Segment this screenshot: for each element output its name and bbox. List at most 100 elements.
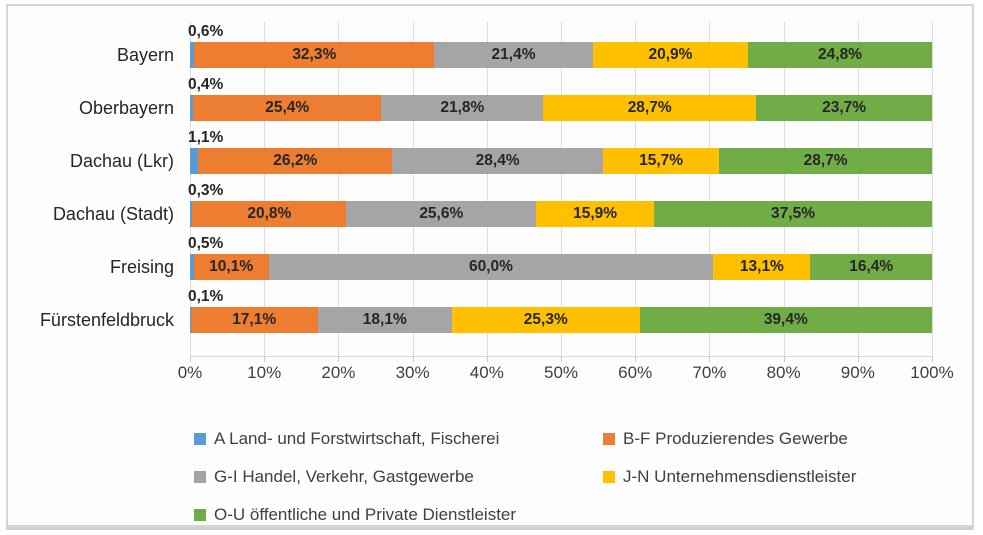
first-segment-value-label: 1,1%: [188, 129, 224, 146]
x-axis-tick-label: 0%: [177, 363, 203, 382]
axis-tick: [264, 356, 266, 362]
segment-value-label: 17,1%: [232, 311, 277, 328]
bar-segment: [190, 95, 193, 121]
gridline: [709, 22, 711, 356]
axis-tick: [635, 356, 637, 362]
segment-value-label: 16,4%: [849, 258, 894, 275]
plot-area: Bayern 0,6% 32,3% 21,4% 20,9% 24,8% Oberbayern…: [40, 22, 933, 362]
bar-segment: [190, 42, 195, 68]
bar-segment: 21,8%: [381, 95, 544, 121]
bar-row: Bayern 0,6% 32,3% 21,4% 20,9% 24,8%: [117, 23, 932, 68]
axis-tick: [412, 356, 414, 362]
segment-value-label: 15,7%: [639, 152, 684, 169]
legend-item: O-U öffentliche und Private Dienstleiste…: [194, 504, 603, 525]
x-axis-tick-label: 80%: [766, 363, 801, 382]
bar-row: Oberbayern 0,4% 25,4% 21,8% 28,7% 23,7%: [79, 76, 932, 121]
segment-value-label: 25,6%: [419, 205, 464, 222]
legend-item: A Land- und Forstwirtschaft, Fischerei: [194, 428, 603, 449]
segment-value-label: 32,3%: [292, 46, 337, 63]
segment-value-label: 39,4%: [763, 311, 808, 328]
segment-value-label: 24,8%: [818, 46, 862, 63]
gridline: [561, 22, 562, 356]
gridline: [932, 22, 933, 356]
segment-value-label: 28,4%: [475, 152, 520, 169]
first-segment-value-label: 0,3%: [188, 182, 224, 199]
bar-segment: 21,4%: [434, 42, 593, 68]
x-axis: 0% 10% 20% 30% 40% 50% 60% 70% 80% 90% 100%: [178, 363, 954, 385]
stacked-bar: 10,1% 60,0% 13,1% 16,4%: [190, 254, 932, 280]
stacked-bar: 20,8% 25,6% 15,9% 37,5%: [190, 201, 932, 227]
bar-segment: 25,4%: [192, 95, 382, 121]
bar-segment: 28,4%: [392, 148, 603, 174]
bar-segment: [190, 307, 191, 333]
axis-tick: [190, 356, 191, 362]
x-axis-tick-label: 90%: [840, 363, 875, 382]
axis-tick: [857, 356, 859, 362]
segment-value-label: 37,5%: [771, 205, 815, 222]
segment-value-label: 23,7%: [822, 99, 867, 116]
legend-item-label: B-F Produzierendes Gewerbe: [623, 428, 848, 448]
segment-value-label: 28,7%: [803, 152, 848, 169]
bar-segment: [190, 148, 199, 174]
segment-value-label: 25,4%: [265, 99, 310, 116]
first-segment-value-label: 0,6%: [188, 23, 224, 40]
bar-segment: 24,8%: [747, 42, 932, 68]
stacked-bar: 32,3% 21,4% 20,9% 24,8%: [190, 42, 932, 68]
gridline: [338, 22, 340, 356]
first-segment-value-label: 0,1%: [188, 288, 224, 305]
segment-value-label: 26,2%: [273, 152, 318, 169]
legend-swatch-icon: [603, 432, 615, 445]
first-segment-value-label: 0,5%: [188, 235, 224, 252]
category-label: Fürstenfeldbruck: [39, 310, 174, 330]
bar-segment: [190, 201, 193, 227]
category-label: Bayern: [116, 45, 174, 65]
legend-item-label: A Land- und Forstwirtschaft, Fischerei: [214, 428, 500, 448]
segment-value-label: 18,1%: [362, 311, 407, 328]
legend-item: B-F Produzierendes Gewerbe: [603, 428, 856, 449]
category-label: Dachau (Stadt): [52, 204, 174, 224]
gridline: [857, 22, 859, 356]
stacked-bar: 17,1% 18,1% 25,3% 39,4%: [190, 307, 932, 333]
bar-segment: 25,3%: [451, 307, 640, 333]
bar-segment: [190, 254, 194, 280]
bar-segment: 26,2%: [198, 148, 393, 174]
bar-segment: 20,9%: [592, 42, 748, 68]
bar-segment: 16,4%: [810, 254, 932, 280]
gridline: [190, 22, 191, 356]
gridline: [412, 22, 414, 356]
bar-segment: 25,6%: [346, 201, 537, 227]
stacked-bar: 25,4% 21,8% 28,7% 23,7%: [190, 95, 932, 121]
category-label: Freising: [109, 257, 174, 277]
bar-row: Fürstenfeldbruck 0,1% 17,1% 18,1% 25,3% 39,4%: [40, 288, 932, 333]
legend-item-label: J-N Unternehmensdienstleister: [623, 466, 857, 486]
category-label: Oberbayern: [78, 98, 174, 118]
x-axis-tick-label: 70%: [692, 363, 727, 382]
gridline: [783, 22, 785, 356]
legend: A Land- und Forstwirtschaft, Fischerei B-…: [194, 428, 856, 525]
legend-swatch-icon: [194, 508, 206, 521]
segment-value-label: 21,8%: [440, 99, 485, 116]
segment-value-label: 13,1%: [739, 258, 784, 275]
legend-item: J-N Unternehmensdienstleister: [603, 466, 856, 487]
bar-segment: 18,1%: [317, 307, 452, 333]
legend-swatch-icon: [603, 470, 615, 483]
bar-segment: 60,0%: [268, 254, 714, 280]
axis-tick: [709, 356, 711, 362]
axis-tick: [486, 356, 488, 362]
axis-tick: [932, 356, 933, 362]
x-axis-tick-label: 10%: [247, 363, 282, 382]
legend-item-label: G-I Handel, Verkehr, Gastgewerbe: [214, 466, 474, 486]
bar-segment: 28,7%: [719, 148, 932, 174]
x-axis-tick-label: 60%: [618, 363, 653, 382]
x-axis-tick-label: 100%: [910, 363, 954, 382]
gridline: [486, 22, 488, 356]
bar-segment: 37,5%: [654, 201, 932, 227]
segment-value-label: 25,3%: [523, 311, 568, 328]
bar-segment: 13,1%: [713, 254, 811, 280]
bar-segment: 28,7%: [543, 95, 757, 121]
bar-segment: 39,4%: [639, 307, 932, 333]
bar-segment: 17,1%: [190, 307, 318, 333]
category-label: Dachau (Lkr): [69, 151, 174, 171]
gridline: [264, 22, 266, 356]
axis-tick: [561, 356, 562, 362]
